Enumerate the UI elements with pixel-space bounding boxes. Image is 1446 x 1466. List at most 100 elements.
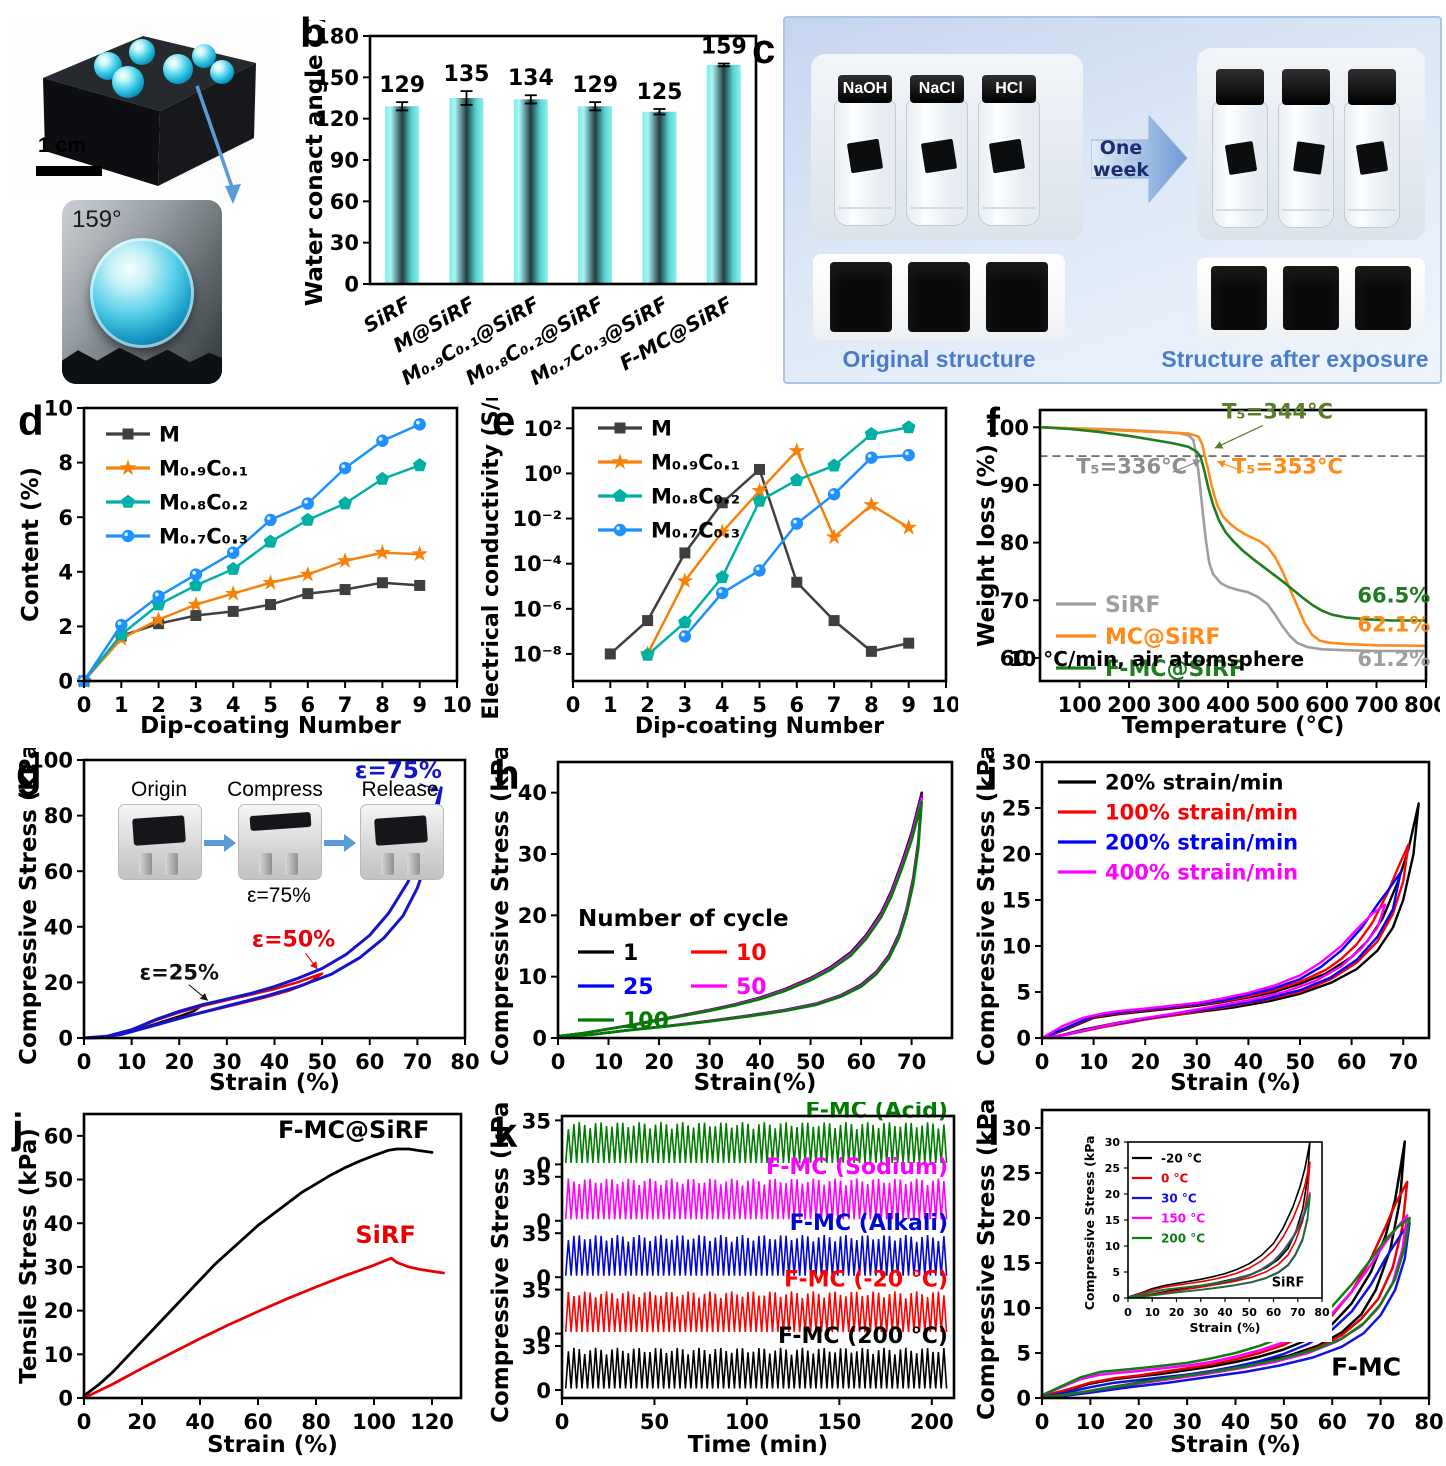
svg-text:Strain(%): Strain(%) [694, 1070, 817, 1096]
foam-block [830, 262, 892, 332]
svg-text:0: 0 [77, 1410, 92, 1434]
svg-text:180: 180 [315, 25, 359, 49]
svg-text:40: 40 [1217, 1306, 1233, 1319]
svg-text:70: 70 [897, 1050, 926, 1074]
svg-text:25: 25 [623, 975, 654, 1000]
foam-cube-drawing [43, 36, 256, 186]
water-line [1282, 209, 1330, 211]
svg-text:M₀.₇C₀.₃: M₀.₇C₀.₃ [159, 525, 248, 549]
svg-text:20: 20 [44, 1299, 73, 1323]
vial-cap [1282, 69, 1330, 105]
foam-block [1355, 266, 1411, 330]
svg-text:20: 20 [1105, 1188, 1121, 1201]
vial-cap [1348, 69, 1396, 105]
contact-angle-value: 159° [72, 206, 122, 233]
foam-sample-compressed [249, 811, 311, 831]
svg-text:1: 1 [623, 941, 638, 966]
panel-label-g: g [16, 749, 42, 796]
svg-text:0 °C: 0 °C [1161, 1171, 1189, 1185]
svg-text:80: 80 [301, 1410, 330, 1434]
svg-text:129: 129 [379, 73, 425, 98]
svg-text:0: 0 [536, 1153, 551, 1177]
water-droplet [192, 44, 216, 68]
photo-label-origin: Origin [130, 778, 188, 801]
chart-content-vs-dipcoating: 0 1 2 3 4 5 6 7 8 9 100246810MM₀.₉C₀.₁M₀.₈C₀.₂M₀.₇… [18, 398, 471, 739]
exposed-foam-photo [1197, 258, 1425, 338]
rig-photo-release [360, 804, 444, 880]
svg-text:Strain (%): Strain (%) [207, 1432, 338, 1458]
svg-text:120: 120 [410, 1410, 454, 1434]
svg-text:120: 120 [315, 107, 359, 131]
chart-cyclic-compression: 0 10 20 30 40 50 60 70 0 10 20 30 40 1 10 25 50 100 Number… [488, 748, 954, 1096]
svg-text:Strain (%): Strain (%) [209, 1070, 340, 1096]
svg-text:M₀.₉C₀.₁: M₀.₉C₀.₁ [651, 451, 740, 475]
rig-leg [380, 853, 394, 876]
svg-text:35: 35 [522, 1335, 551, 1359]
svg-text:20: 20 [127, 1410, 156, 1434]
svg-text:10⁰: 10⁰ [524, 462, 562, 486]
svg-text:80: 80 [44, 804, 73, 828]
svg-text:SiRF: SiRF [355, 1221, 415, 1249]
svg-text:60: 60 [1337, 1050, 1366, 1074]
svg-text:10: 10 [1145, 1306, 1161, 1319]
svg-text:50: 50 [1285, 1050, 1314, 1074]
svg-text:35: 35 [522, 1166, 551, 1190]
svg-text:3: 3 [189, 693, 204, 717]
svg-text:40: 40 [44, 1212, 73, 1236]
svg-text:60: 60 [243, 1410, 272, 1434]
svg-text:50: 50 [44, 1168, 73, 1192]
svg-text:T₅=353°C: T₅=353°C [1232, 454, 1343, 478]
svg-text:2: 2 [151, 693, 166, 717]
vial-nacl: NaCl [906, 75, 968, 226]
svg-text:4: 4 [58, 560, 73, 584]
svg-text:M₀.₈C₀.₂: M₀.₈C₀.₂ [651, 485, 740, 509]
svg-text:2: 2 [58, 615, 73, 639]
chart-water-contact-angle: 129SiRF135M@SiRF134M₀.₉C₀.₁@SiRF129M₀.₈C… [302, 20, 758, 390]
cube-right-face [158, 63, 256, 186]
chart-temperature-compression: 0 10 20 30 40 50 60 70 80051015202530F-MCStrain … [974, 1100, 1443, 1458]
svg-text:4: 4 [715, 693, 730, 717]
svg-text:0: 0 [344, 273, 359, 297]
foam-block [1211, 266, 1267, 330]
svg-text:10: 10 [1079, 1050, 1108, 1074]
svg-text:60: 60 [355, 1050, 384, 1074]
svg-text:MC@SiRF: MC@SiRF [1105, 625, 1220, 650]
caption-after-exposure: Structure after exposure [1161, 346, 1429, 372]
svg-text:Compressive Stress (kPa): Compressive Stress (kPa) [488, 1102, 514, 1423]
svg-text:0: 0 [532, 1027, 547, 1051]
rig-leg [164, 853, 179, 876]
svg-text:Compressive Stress (kPa): Compressive Stress (kPa) [974, 748, 1000, 1066]
svg-text:F-MC (Alkali): F-MC (Alkali) [790, 1211, 948, 1236]
svg-text:0: 0 [555, 1410, 570, 1434]
svg-text:6: 6 [300, 693, 315, 717]
panel-label-i: i [986, 751, 998, 798]
svg-text:ε=50%: ε=50% [252, 927, 335, 952]
panel-label-d: d [18, 397, 44, 444]
svg-text:20: 20 [1131, 1050, 1160, 1074]
svg-text:62.1%: 62.1% [1357, 612, 1430, 636]
svg-text:100: 100 [985, 416, 1029, 440]
scale-bar-label: 1 cm [38, 134, 86, 157]
svg-text:5: 5 [263, 693, 278, 717]
svg-text:20: 20 [1169, 1306, 1185, 1319]
rig-leg [406, 853, 421, 876]
svg-text:0: 0 [536, 1323, 551, 1347]
foam-block [1283, 266, 1339, 330]
strain-75-label: ε=75% [247, 884, 311, 907]
svg-text:10: 10 [931, 693, 958, 717]
chart-tga-weight-loss: 10020030040050060070080060708090100SiRFM… [974, 400, 1440, 739]
svg-text:60: 60 [44, 1124, 73, 1148]
water-droplet [163, 54, 193, 84]
svg-text:30: 30 [44, 1255, 73, 1279]
svg-text:500: 500 [1256, 693, 1300, 717]
rig-leg [284, 853, 299, 876]
svg-text:10: 10 [1002, 935, 1031, 959]
chart-conductivity-vs-dipcoating: 0 1 2 3 4 5 6 7 8 9 10 10⁻⁸ 10⁻⁶ 10⁻⁴ 10⁻² 10⁰ 10² M M₀.₉C… [479, 398, 958, 739]
rig-photo-compress [238, 804, 322, 880]
svg-text:25: 25 [1002, 797, 1031, 821]
foam-sample [988, 138, 1026, 174]
arrow-to-inset [195, 85, 241, 204]
water-line [838, 207, 892, 209]
foam-sample [132, 815, 187, 846]
svg-text:F-MC (200 °C): F-MC (200 °C) [778, 1324, 948, 1349]
